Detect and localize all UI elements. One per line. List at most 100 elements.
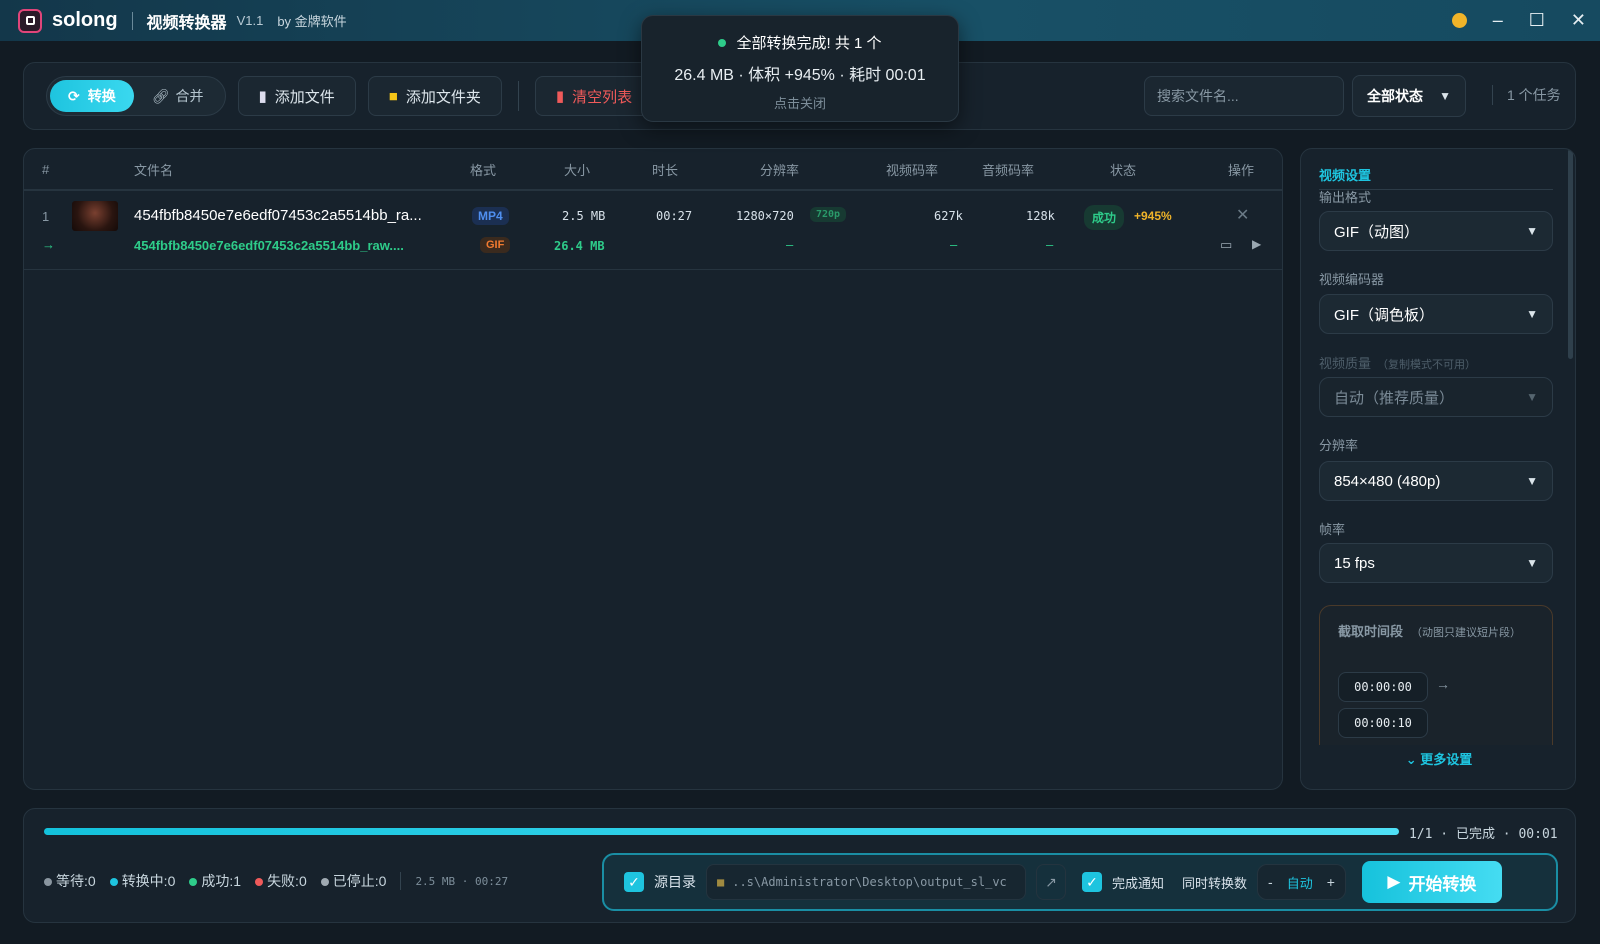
close-button[interactable]: ✕	[1570, 10, 1586, 30]
toast-title: 全部转换完成! 共 1 个	[736, 35, 882, 52]
start-convert-label: 开始转换	[1408, 874, 1477, 894]
stat-stopped: 已停止:0	[320, 871, 386, 891]
col-resolution: 分辨率	[760, 162, 800, 178]
divider	[517, 81, 519, 111]
app-version: V1.1	[236, 13, 264, 28]
output-format-badge: GIF	[480, 237, 511, 253]
stat-label: 转换中:0	[121, 873, 176, 889]
add-folder-button[interactable]: ■ 添加文件夹	[367, 76, 502, 116]
output-path-field[interactable]: ■ ..s\Administrator\Desktop\output_sl_vc	[706, 864, 1026, 900]
quality-label: 视频质量 （复制模式不可用）	[1319, 353, 1476, 372]
file-size: 2.5 MB	[562, 209, 606, 223]
add-file-label: 添加文件	[274, 88, 335, 106]
minimize-button[interactable]: –	[1492, 10, 1503, 30]
completion-toast[interactable]: 全部转换完成! 共 1 个 26.4 MB · 体积 +945% · 耗时 00…	[641, 15, 959, 122]
settings-title: 视频设置	[1319, 165, 1553, 190]
search-input[interactable]: 搜索文件名...	[1144, 76, 1344, 116]
output-size: 26.4 MB	[554, 239, 605, 253]
source-dir-checkbox[interactable]: ✓	[624, 872, 644, 892]
quality-note: （复制模式不可用）	[1377, 359, 1477, 371]
output-path-value: ..s\Administrator\Desktop\output_sl_vc	[732, 875, 1007, 889]
mode-convert-tab[interactable]: ⟳ 转换	[50, 80, 134, 112]
output-options: ✓ 源目录 ■ ..s\Administrator\Desktop\output_…	[602, 853, 1558, 911]
row-divider	[24, 269, 1282, 270]
open-folder-icon[interactable]: ▭	[1220, 237, 1233, 252]
concurrency-label: 同时转换数	[1182, 875, 1248, 891]
folder-icon: ■	[388, 87, 398, 105]
output-video-bitrate: –	[950, 237, 958, 252]
col-size: 大小	[564, 162, 591, 178]
status-filter-value: 全部状态	[1367, 88, 1423, 104]
app-name: 视频转换器	[146, 14, 227, 32]
mode-merge-label: 合并	[175, 88, 204, 104]
concurrency-value: 自动	[1286, 875, 1313, 891]
source-dir-label: 源目录	[654, 874, 696, 890]
video-bitrate: 627k	[934, 209, 963, 223]
remove-row-icon[interactable]: ✕	[1236, 207, 1250, 224]
settings-panel: 视频设置 输出格式 GIF（动图） ▼ 视频编码器 GIF（调色板） ▼ 视频质量 （…	[1300, 148, 1576, 790]
notify-checkbox[interactable]: ✓	[1082, 872, 1102, 892]
col-actions: 操作	[1228, 162, 1255, 178]
resolution-value: 854×480 (480p)	[1334, 472, 1441, 490]
chevron-down-icon: ▼	[1439, 89, 1451, 103]
external-link-icon: ↗	[1045, 873, 1057, 890]
status-badge: 成功	[1084, 205, 1125, 230]
more-settings-label: 更多设置	[1420, 752, 1473, 767]
concurrency-stepper[interactable]: - 自动 +	[1257, 864, 1346, 900]
mode-merge-tab[interactable]: 🔗︎ 合并	[134, 86, 222, 106]
table-row[interactable]: 1 454fbfb8450e7e6edf07453c2a5514bb_ra...…	[24, 201, 1282, 231]
col-duration: 时长	[652, 162, 679, 178]
col-index: #	[42, 161, 50, 177]
elapsed-time: 00:01	[1518, 827, 1558, 842]
arrow-right-icon: →	[1436, 676, 1450, 692]
stats-summary: 等待:0 转换中:0 成功:1 失败:0 已停止:0 2.5 MB · 00:2…	[44, 871, 508, 891]
fps-select[interactable]: 15 fps ▼	[1319, 543, 1553, 583]
codec-label: 视频编码器	[1319, 272, 1385, 287]
clip-note: （动图只建议短片段）	[1411, 627, 1522, 639]
clear-list-label: 清空列表	[572, 88, 633, 106]
more-settings-button[interactable]: ⌄ 更多设置	[1301, 745, 1575, 780]
clear-list-button[interactable]: ▮ 清空列表	[534, 76, 654, 116]
progress-info: 1/1 · 已完成 · 00:01	[1409, 826, 1558, 842]
add-folder-label: 添加文件夹	[405, 88, 481, 106]
start-convert-button[interactable]: ▶ 开始转换	[1361, 861, 1502, 903]
size-change: +945%	[1134, 209, 1172, 223]
stat-failed: 失败:0	[255, 871, 307, 891]
maximize-button[interactable]: ☐	[1528, 10, 1545, 30]
resolution: 1280×720	[736, 209, 794, 223]
mode-convert-label: 转换	[87, 88, 116, 104]
theme-toggle-icon[interactable]	[1451, 13, 1467, 28]
progress-bar	[44, 828, 1399, 835]
codec-select[interactable]: GIF（调色板） ▼	[1319, 294, 1553, 334]
col-audio-bitrate: 音频码率	[982, 162, 1035, 178]
stat-success: 成功:1	[189, 871, 241, 891]
col-filename: 文件名	[134, 162, 174, 178]
resolution-tag: 720p	[810, 207, 847, 222]
clip-end-input[interactable]: 00:00:10	[1338, 708, 1428, 738]
play-icon[interactable]: ▶	[1252, 237, 1262, 251]
app-logo-icon	[18, 8, 42, 33]
divider	[131, 11, 133, 30]
trash-icon: ▮	[555, 88, 565, 105]
clip-start-input[interactable]: 00:00:00	[1338, 672, 1428, 702]
toast-detail: 26.4 MB · 体积 +945% · 耗时 00:01	[674, 67, 926, 84]
output-arrow-icon: →	[42, 237, 55, 252]
row-index: 1	[42, 209, 50, 224]
status-filter-select[interactable]: 全部状态 ▼	[1352, 75, 1466, 117]
output-format-value: GIF（动图）	[1334, 223, 1419, 241]
output-row[interactable]: → 454fbfb8450e7e6edf07453c2a5514bb_raw..…	[24, 231, 1282, 261]
resolution-select[interactable]: 854×480 (480p) ▼	[1319, 461, 1553, 501]
add-file-button[interactable]: ▮ 添加文件	[237, 76, 356, 116]
quality-label-text: 视频质量	[1319, 356, 1372, 371]
clip-label: 截取时间段 （动图只建议短片段）	[1338, 622, 1538, 643]
toast-dismiss[interactable]: 点击关闭	[773, 96, 826, 111]
increment-button[interactable]: +	[1326, 874, 1335, 890]
output-format-label: 输出格式	[1319, 190, 1372, 205]
output-audio-bitrate: –	[1046, 237, 1054, 252]
output-format-select[interactable]: GIF（动图） ▼	[1319, 211, 1553, 251]
chevron-down-icon: ▼	[1526, 224, 1538, 238]
settings-scrollbar[interactable]	[1568, 149, 1573, 359]
decrement-button[interactable]: -	[1268, 874, 1273, 890]
open-output-button[interactable]: ↗	[1036, 864, 1066, 900]
quality-select: 自动（推荐质量） ▼	[1319, 377, 1553, 417]
